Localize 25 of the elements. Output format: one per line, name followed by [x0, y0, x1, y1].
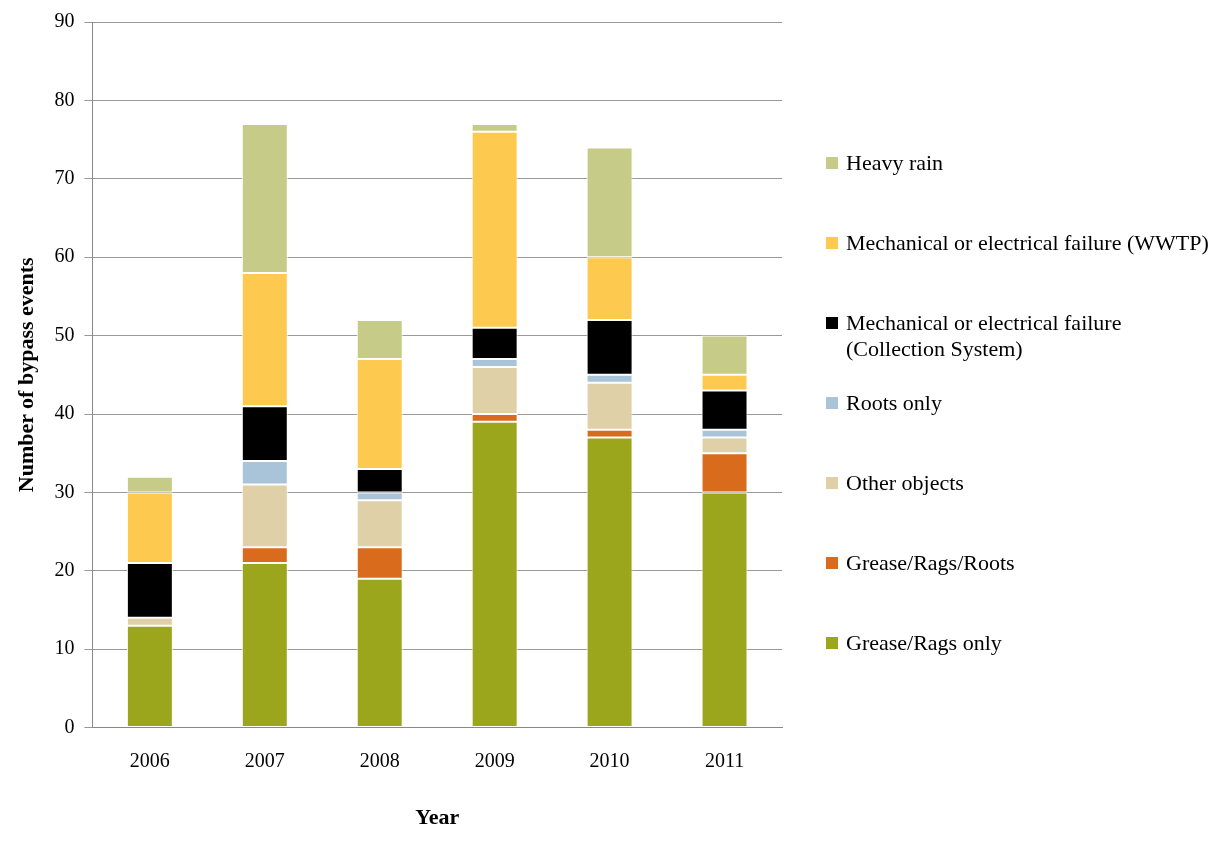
- y-tick-label: 0: [64, 714, 75, 737]
- x-tick-label: 2007: [244, 748, 285, 771]
- y-tick-label: 70: [54, 166, 75, 189]
- y-tick-label: 20: [54, 558, 75, 581]
- x-axis-title: Year: [415, 804, 460, 830]
- y-tick-label: 30: [54, 479, 75, 502]
- y-tick-label: 60: [54, 244, 75, 267]
- x-tick-label: 2010: [589, 748, 630, 771]
- legend-label: Mechanical or electrical failure (WWTP): [846, 230, 1209, 256]
- y-tick-label: 10: [54, 636, 75, 659]
- x-tick-label: 2006: [129, 748, 170, 771]
- y-tick-label: 90: [54, 9, 75, 32]
- y-tick-label: 80: [54, 87, 75, 110]
- legend-label: Mechanical or electrical failure (Collection System): [846, 310, 1123, 362]
- x-tick-label: 2011: [704, 748, 745, 771]
- legend-label: Heavy rain: [846, 150, 944, 176]
- legend-label: Roots only: [846, 390, 942, 416]
- x-tick-label: 2008: [359, 748, 400, 771]
- y-tick-label: 50: [54, 322, 75, 345]
- y-tick-label: 40: [54, 401, 75, 424]
- legend-label: Grease/Rags/Roots: [846, 550, 1015, 576]
- x-tick-label: 2009: [474, 748, 515, 771]
- y-axis-title: Number of bypass events: [12, 256, 38, 493]
- legend-label: Grease/Rags only: [846, 630, 1002, 656]
- legend-label: Other objects: [846, 470, 964, 496]
